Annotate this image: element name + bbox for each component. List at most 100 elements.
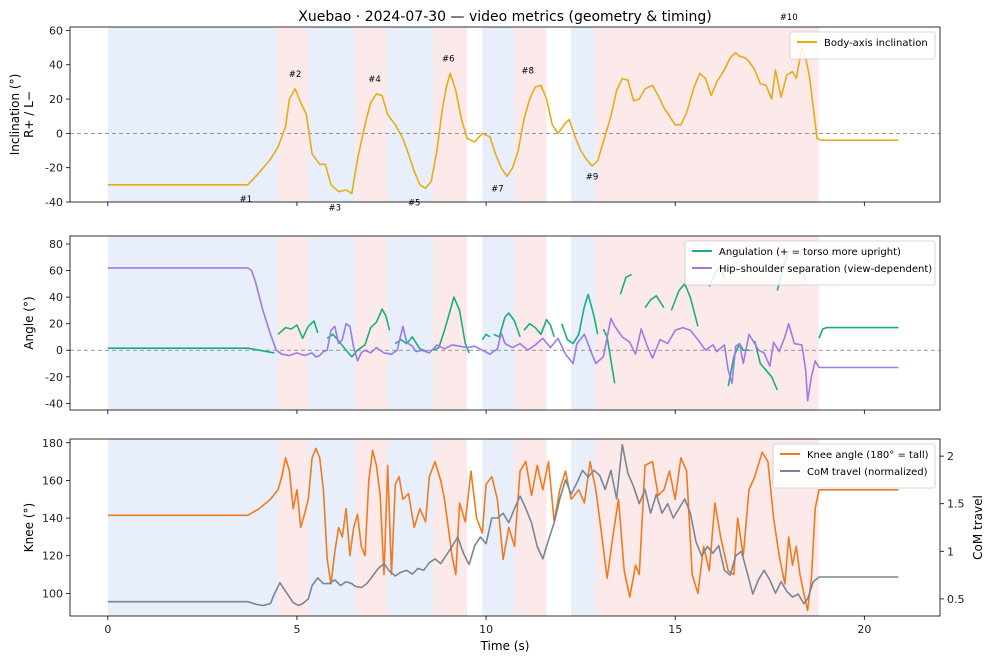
y-tick-label: -40: [45, 196, 63, 209]
legend-box: [772, 443, 936, 489]
plot-frame: [69, 26, 941, 203]
phase-span-red: [595, 27, 819, 202]
series-line-1: [107, 347, 275, 354]
x-tick-label: 20: [857, 623, 871, 636]
y-axis-label: Knee (°): [22, 503, 36, 552]
annotation-label: #7: [491, 185, 504, 195]
phase-span-blue: [308, 27, 356, 202]
annotation-label: #9: [586, 173, 599, 183]
phase-span-red: [514, 439, 547, 616]
phase-span-blue: [387, 439, 434, 616]
series-line-2: [107, 267, 899, 402]
y-tick-label: 40: [49, 59, 63, 72]
phase-span-blue: [571, 27, 596, 202]
phase-span-blue: [482, 236, 515, 410]
angle-panel: -40 -20 0 20 40 60 80 Angle (°) Angulation (+ = …: [22, 235, 941, 414]
phase-span-red: [514, 236, 547, 410]
y-tick-label: 120: [42, 550, 63, 563]
annotation-label: #3: [329, 204, 342, 214]
phase-span-blue: [482, 27, 515, 202]
series-line-1: [560, 293, 599, 345]
series-line-1: [493, 312, 521, 338]
legend-box: [684, 240, 936, 286]
annotation-label: #10: [780, 13, 798, 23]
series-line-1: [619, 273, 633, 295]
y-tick-label: -40: [45, 397, 63, 410]
phase-span-red: [433, 439, 468, 616]
plot-frame: [69, 235, 941, 411]
y-tick-label: -20: [45, 371, 63, 384]
phase-span-red: [355, 27, 388, 202]
y-tick-label: 140: [42, 512, 63, 525]
series-line-1: [107, 447, 899, 612]
phase-span-blue: [571, 439, 596, 616]
annotation-label: #1: [240, 195, 253, 205]
y-tick-label: 40: [49, 291, 63, 304]
y2-tick-label: 0.5: [947, 593, 965, 606]
series-line-1: [753, 340, 779, 391]
chart-title: Xuebao · 2024-07-30 — video metrics (geo…: [298, 9, 712, 25]
legend-label: Angulation (+ = torso more upright): [719, 247, 901, 258]
phase-span-blue: [387, 27, 434, 202]
series-line-1: [523, 318, 555, 338]
phase-span-blue: [107, 439, 279, 616]
phase-span-red: [433, 27, 468, 202]
y2-tick-label: 1: [947, 545, 954, 558]
plot-frame: [69, 438, 941, 617]
phase-span-blue: [308, 439, 356, 616]
y-tick-label: 60: [49, 24, 63, 37]
phase-span-red: [355, 236, 388, 410]
series-line-1: [277, 320, 319, 340]
phase-span-red: [278, 236, 309, 410]
y-tick-label: 60: [49, 265, 63, 278]
series-line-1: [107, 46, 899, 195]
annotation-label: #5: [408, 198, 421, 208]
phase-span-red: [355, 439, 388, 616]
phase-span-blue: [308, 236, 356, 410]
x-tick-label: 0: [104, 623, 111, 636]
y2-axis-label: CoM travel: [971, 495, 985, 560]
x-axis-label: Time (s): [480, 639, 530, 653]
phase-span-blue: [387, 236, 434, 410]
y-tick-label: -20: [45, 162, 63, 175]
phase-span-blue: [107, 27, 279, 202]
phase-span-red: [514, 27, 547, 202]
y-axis-sublabel: R+ / L−: [22, 91, 36, 138]
series-line-1: [644, 295, 665, 309]
x-tick-label: 15: [668, 623, 682, 636]
phase-span-red: [278, 27, 309, 202]
legend-label: Body-axis inclination: [824, 38, 928, 49]
series-line-1: [818, 326, 899, 339]
legend-label: Hip–shoulder separation (view-dependent): [719, 264, 932, 275]
x-tick-label: 10: [479, 623, 493, 636]
y-tick-label: 160: [42, 474, 63, 487]
legend-label: CoM travel (normalized): [807, 467, 928, 478]
annotation-label: #8: [521, 66, 534, 76]
y-tick-label: 80: [49, 238, 63, 251]
phase-span-blue: [571, 236, 596, 410]
y2-tick-label: 2: [947, 450, 954, 463]
annotation-label: #2: [289, 70, 302, 80]
phase-span-blue: [107, 236, 279, 410]
y-tick-label: 20: [49, 318, 63, 331]
y-axis-label: Inclination (°): [8, 74, 22, 156]
annotation-label: #4: [368, 75, 381, 85]
phase-span-red: [278, 439, 309, 616]
series-line-2: [107, 443, 899, 607]
series-line-1: [481, 333, 491, 341]
annotation-label: #6: [442, 54, 455, 64]
y-tick-label: 0: [56, 344, 63, 357]
legend-box: [789, 31, 936, 60]
x-tick-label: 5: [293, 623, 300, 636]
y2-tick-label: 1.5: [947, 498, 965, 511]
y-tick-label: 180: [42, 437, 63, 450]
y-axis-label: Angle (°): [22, 296, 36, 349]
legend-label: Knee angle (180° = tall): [807, 450, 929, 461]
y-tick-label: 0: [56, 127, 63, 140]
series-line-1: [432, 296, 470, 354]
y-tick-label: 20: [49, 93, 63, 106]
inclination-panel: -40 -20 0 20 40 60 Inclination (°) R+ / L− #1 #2 #…: [8, 13, 941, 214]
y-tick-label: 100: [42, 587, 63, 600]
